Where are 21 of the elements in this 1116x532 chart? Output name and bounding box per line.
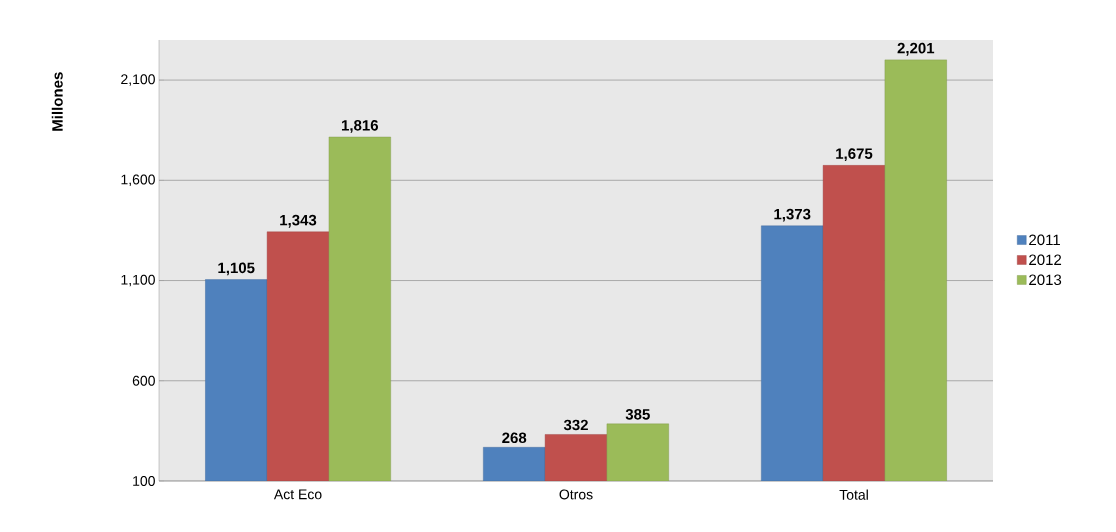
y-tick-label: 100 xyxy=(133,476,155,486)
legend-label: 2012 xyxy=(1029,254,1062,266)
x-tick-label: Act Eco xyxy=(273,489,322,500)
data-label: 1,105 xyxy=(218,262,255,276)
x-tick-label: Total xyxy=(839,489,868,500)
data-label: 2,201 xyxy=(897,42,935,56)
y-tick-label: 1,100 xyxy=(121,274,155,287)
data-label: 332 xyxy=(563,419,588,431)
y-tick-label: 1,600 xyxy=(121,174,155,187)
data-label: 1,343 xyxy=(280,214,317,228)
y-tick-label: 600 xyxy=(132,375,155,386)
x-tick-label: Otros xyxy=(559,489,593,500)
data-label: 268 xyxy=(502,432,527,444)
data-label: 385 xyxy=(625,409,650,420)
legend-label: 2013 xyxy=(1029,274,1062,286)
legend-label: 2011 xyxy=(1029,234,1060,246)
y-axis-title: Millones xyxy=(51,72,63,131)
data-label: 1,675 xyxy=(836,148,873,162)
y-tick-label: 2,100 xyxy=(121,74,155,86)
data-label: 1,373 xyxy=(774,208,811,222)
data-label: 1,816 xyxy=(341,120,379,133)
